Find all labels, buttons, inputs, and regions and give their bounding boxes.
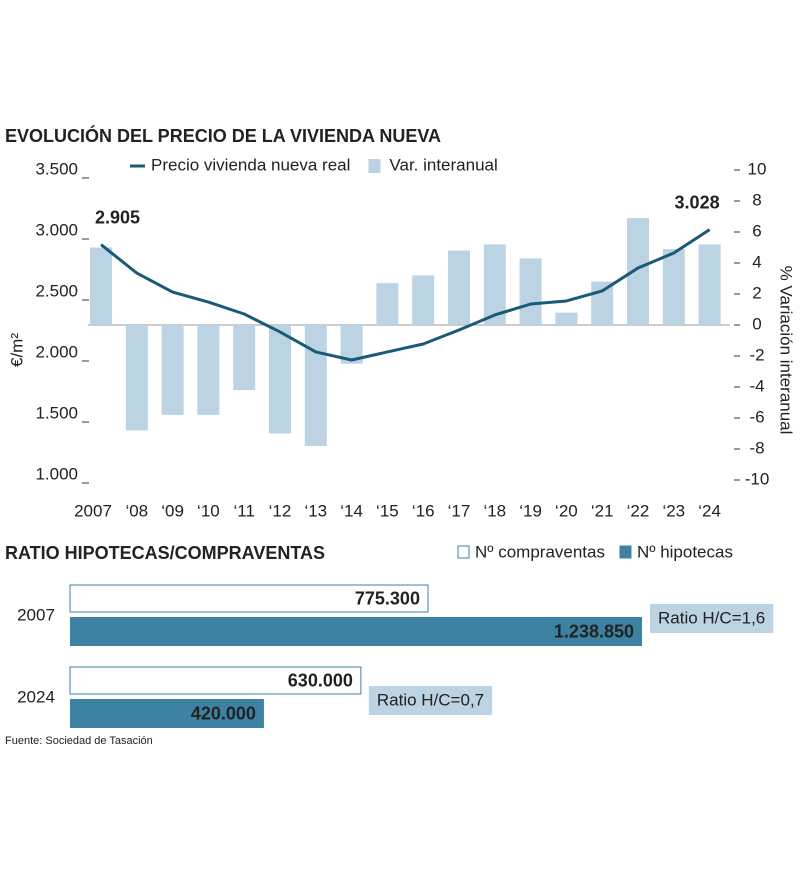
y2-tick-label: 4 xyxy=(752,252,761,271)
x-tick-label: ‘19 xyxy=(519,501,542,520)
y-tick-label: 2024 xyxy=(17,687,55,706)
x-tick-label: ‘22 xyxy=(627,501,650,520)
y2-tick-label: 2 xyxy=(752,283,761,302)
data-label: 3.028 xyxy=(675,192,720,212)
legend-label: Precio vivienda nueva real xyxy=(151,155,350,174)
data-label: 630.000 xyxy=(288,670,353,690)
legend-swatch xyxy=(368,159,381,173)
ratio-label: Ratio H/C=0,7 xyxy=(377,690,484,709)
bar xyxy=(197,325,220,415)
bar xyxy=(627,218,649,325)
y-tick-label: 2.500 xyxy=(35,281,78,300)
x-tick-label: ‘14 xyxy=(340,501,363,520)
x-tick-label: ‘10 xyxy=(197,501,220,520)
x-tick-label: 2007 xyxy=(74,501,112,520)
bar xyxy=(591,281,614,325)
ratio-box xyxy=(368,686,493,715)
bar xyxy=(519,258,542,325)
x-tick-label: ‘18 xyxy=(483,501,506,520)
x-tick-label: ‘23 xyxy=(662,501,685,520)
bar xyxy=(662,249,685,325)
data-label: 1.238.850 xyxy=(554,621,634,641)
bar xyxy=(161,325,184,415)
x-tick-label: ‘16 xyxy=(412,501,435,520)
bar xyxy=(69,666,362,695)
bar xyxy=(448,250,470,325)
y-tick-label: 1.000 xyxy=(35,464,78,483)
bar xyxy=(555,312,578,325)
y-tick-label: 2.000 xyxy=(35,342,78,361)
bar xyxy=(340,325,363,364)
x-tick-label: ‘17 xyxy=(448,501,471,520)
y2-tick-label: -2 xyxy=(749,345,764,364)
chart-title: RATIO HIPOTECAS/COMPRAVENTAS xyxy=(5,543,325,563)
legend-swatch xyxy=(457,545,470,559)
bar xyxy=(376,283,399,325)
bar xyxy=(304,325,327,446)
bar xyxy=(70,617,642,646)
y2-axis-label: % Variación interanual xyxy=(777,266,796,435)
line xyxy=(100,228,711,362)
x-tick-label: ‘15 xyxy=(376,501,399,520)
y-axis-label: €/m² xyxy=(7,333,26,367)
legend-swatch xyxy=(619,545,632,559)
y-tick-label: 1.500 xyxy=(35,403,78,422)
y2-tick-label: -4 xyxy=(749,376,764,395)
data-label: 420.000 xyxy=(191,703,256,723)
x-tick-label: ‘24 xyxy=(698,501,721,520)
bar xyxy=(233,325,256,391)
x-tick-label: ‘09 xyxy=(161,501,184,520)
bar xyxy=(69,584,429,613)
source: Fuente: Sociedad de Tasación xyxy=(5,735,153,747)
bar xyxy=(483,244,506,325)
x-tick-label: ‘13 xyxy=(304,501,327,520)
y-tick-label: 3.000 xyxy=(35,220,78,239)
chart-title: EVOLUCIÓN DEL PRECIO DE LA VIVIENDA NUEV… xyxy=(5,125,441,146)
bar xyxy=(698,244,721,325)
x-tick-label: ‘11 xyxy=(233,501,254,520)
y2-tick-label: 6 xyxy=(752,221,761,240)
y2-tick-label: 8 xyxy=(752,190,761,209)
x-tick-label: ‘20 xyxy=(555,501,578,520)
bar xyxy=(412,275,435,325)
y2-tick-label: -8 xyxy=(749,438,764,457)
bar xyxy=(125,325,148,431)
bar xyxy=(70,699,264,728)
legend-label: Nº hipotecas xyxy=(637,542,733,561)
bar xyxy=(90,247,112,325)
y-tick-label: 2007 xyxy=(17,605,55,624)
x-tick-label: ‘12 xyxy=(269,501,292,520)
y2-tick-label: 0 xyxy=(752,314,761,333)
ratio-box xyxy=(650,604,774,633)
x-tick-label: ‘21 xyxy=(591,501,614,520)
x-tick-label: ‘08 xyxy=(125,501,148,520)
y-tick-label: 3.500 xyxy=(35,159,78,178)
data-label: 775.300 xyxy=(355,588,420,608)
data-label: 2.905 xyxy=(95,207,140,227)
bar xyxy=(269,325,291,434)
y2-tick-label: -6 xyxy=(749,407,764,426)
legend-label: Nº compraventas xyxy=(475,542,605,561)
ratio-label: Ratio H/C=1,6 xyxy=(658,608,765,627)
y2-tick-label: 10 xyxy=(748,159,767,178)
legend-label: Var. interanual xyxy=(389,155,497,174)
y2-tick-label: -10 xyxy=(745,469,770,488)
